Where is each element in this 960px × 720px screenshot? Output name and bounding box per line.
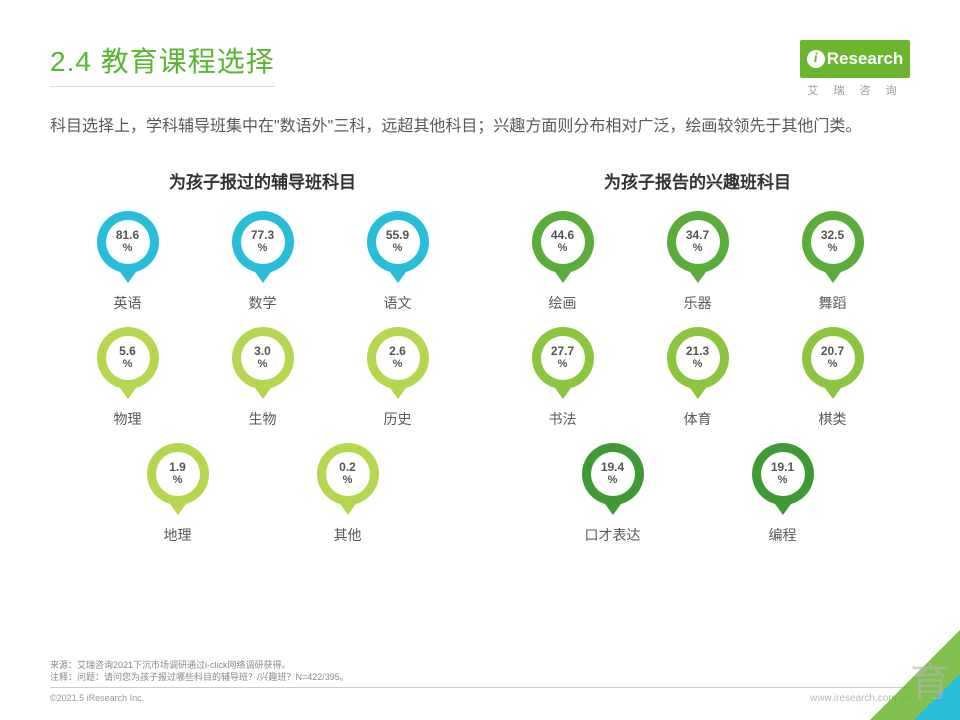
footer-source: 来源：艾瑞咨询2021下沉市场调研通过i-click网络调研获得。 [50,659,910,672]
right-panel: 为孩子报告的兴趣班科目 44.6% 绘画 34.7% 乐器 32.5% 舞蹈 27.7% 书法… [495,168,900,559]
pin-label: 绘画 [549,293,577,313]
pin-marker: 81.6% [97,211,159,273]
pin-value: 55.9% [376,220,420,264]
footer: 来源：艾瑞咨询2021下沉市场调研通过i-click网络调研获得。 注释：问题：… [50,659,910,706]
pin-marker: 55.9% [367,211,429,273]
pin-value: 81.6% [106,220,150,264]
corner-decoration-2 [914,674,960,720]
left-panel: 为孩子报过的辅导班科目 81.6% 英语 77.3% 数学 55.9% 语文 5.6% 物理 3… [60,168,465,559]
title-rule [50,86,275,87]
pin-value: 1.9% [156,452,200,496]
pin-marker: 27.7% [532,327,594,389]
pin-row: 5.6% 物理 3.0% 生物 2.6% 历史 [60,327,465,429]
pin-label: 生物 [249,409,277,429]
pin-row: 19.4% 口才表达 19.1% 编程 [495,443,900,545]
pin-item: 1.9% 地理 [128,443,228,545]
logo: iResearch 艾 瑞 咨 询 [800,40,910,98]
pin-marker: 77.3% [232,211,294,273]
pin-row: 44.6% 绘画 34.7% 乐器 32.5% 舞蹈 [495,211,900,313]
pin-marker: 32.5% [802,211,864,273]
pin-label: 编程 [769,525,797,545]
pin-value: 27.7% [541,336,585,380]
pin-item: 2.6% 历史 [348,327,448,429]
right-panel-title: 为孩子报告的兴趣班科目 [495,168,900,193]
pin-marker: 34.7% [667,211,729,273]
pin-label: 书法 [549,409,577,429]
pin-value: 19.4% [591,452,635,496]
pin-label: 语文 [384,293,412,313]
pin-item: 55.9% 语文 [348,211,448,313]
pin-item: 34.7% 乐器 [648,211,748,313]
pin-label: 舞蹈 [819,293,847,313]
pin-value: 2.6% [376,336,420,380]
pin-item: 21.3% 体育 [648,327,748,429]
pin-marker: 19.1% [752,443,814,505]
pin-item: 5.6% 物理 [78,327,178,429]
pin-marker: 20.7% [802,327,864,389]
pin-marker: 21.3% [667,327,729,389]
pin-row: 81.6% 英语 77.3% 数学 55.9% 语文 [60,211,465,313]
pin-value: 32.5% [811,220,855,264]
pin-marker: 2.6% [367,327,429,389]
pin-label: 其他 [334,525,362,545]
pin-label: 棋类 [819,409,847,429]
pin-item: 20.7% 棋类 [783,327,883,429]
pin-row: 27.7% 书法 21.3% 体育 20.7% 棋类 [495,327,900,429]
subtitle: 科目选择上，学科辅导班集中在"数语外"三科，远超其他科目；兴趣方面则分布相对广泛… [0,98,960,140]
pin-marker: 19.4% [582,443,644,505]
pin-label: 历史 [384,409,412,429]
pin-marker: 44.6% [532,211,594,273]
footer-copyright: ©2021.5 iResearch Inc. [50,693,144,703]
pin-label: 乐器 [684,293,712,313]
pin-label: 数学 [249,293,277,313]
pin-label: 口才表达 [585,525,641,545]
pin-item: 32.5% 舞蹈 [783,211,883,313]
pin-value: 20.7% [811,336,855,380]
pin-item: 3.0% 生物 [213,327,313,429]
pin-item: 19.4% 口才表达 [563,443,663,545]
pin-value: 0.2% [326,452,370,496]
page-title: 2.4 教育课程选择 [50,40,275,80]
pin-label: 英语 [114,293,142,313]
pin-item: 0.2% 其他 [298,443,398,545]
pin-label: 地理 [164,525,192,545]
pin-item: 19.1% 编程 [733,443,833,545]
pin-value: 5.6% [106,336,150,380]
pin-label: 体育 [684,409,712,429]
pin-value: 21.3% [676,336,720,380]
pin-marker: 1.9% [147,443,209,505]
left-panel-title: 为孩子报过的辅导班科目 [60,168,465,193]
footer-note: 注释：问题：请问您为孩子报过哪些科目的辅导班？/兴趣班？N=422/395。 [50,671,910,684]
pin-item: 44.6% 绘画 [513,211,613,313]
pin-marker: 3.0% [232,327,294,389]
pin-value: 3.0% [241,336,285,380]
pin-marker: 0.2% [317,443,379,505]
pin-row: 1.9% 地理 0.2% 其他 [60,443,465,545]
pin-item: 81.6% 英语 [78,211,178,313]
pin-item: 77.3% 数学 [213,211,313,313]
chart-area: 为孩子报过的辅导班科目 81.6% 英语 77.3% 数学 55.9% 语文 5.6% 物理 3… [0,140,960,559]
pin-item: 27.7% 书法 [513,327,613,429]
pin-value: 19.1% [761,452,805,496]
pin-label: 物理 [114,409,142,429]
pin-marker: 5.6% [97,327,159,389]
pin-value: 34.7% [676,220,720,264]
pin-value: 77.3% [241,220,285,264]
pin-value: 44.6% [541,220,585,264]
